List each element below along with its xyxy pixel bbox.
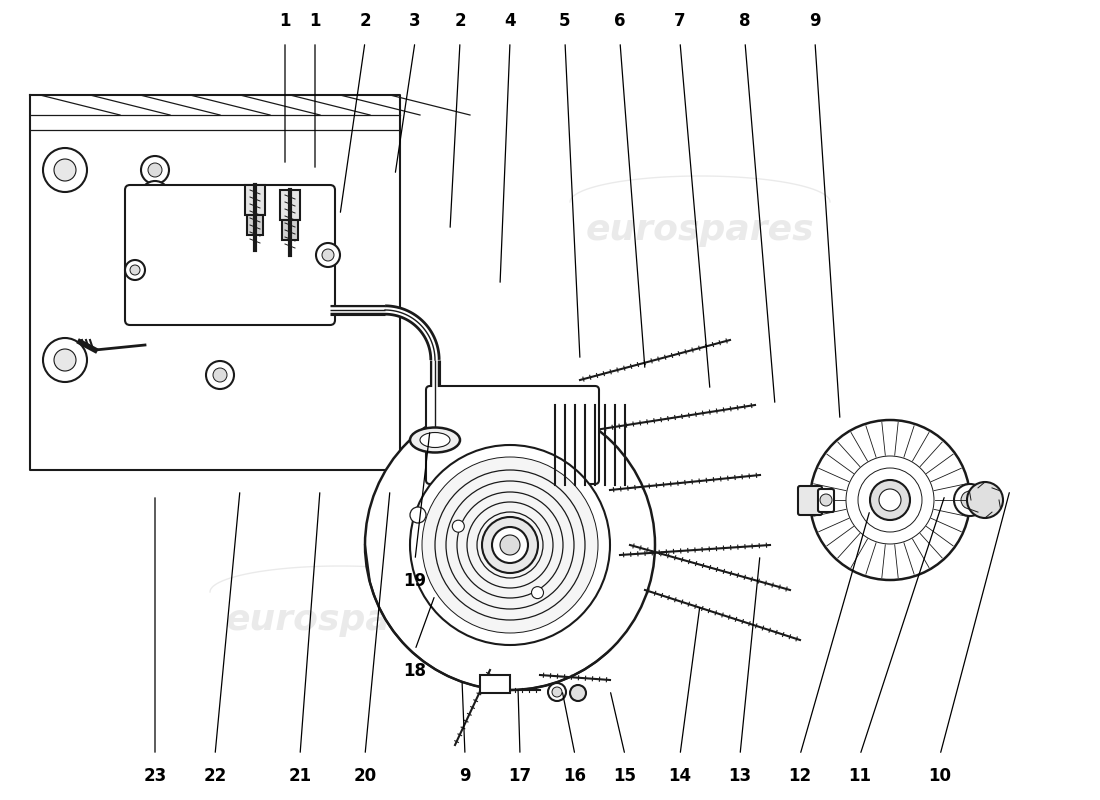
Text: 1: 1 [309,12,321,30]
FancyBboxPatch shape [125,185,336,325]
Circle shape [820,494,832,506]
FancyBboxPatch shape [280,190,300,220]
Circle shape [492,527,528,563]
Text: 8: 8 [739,12,750,30]
Circle shape [213,368,227,382]
Text: 5: 5 [559,12,571,30]
Circle shape [967,482,1003,518]
Text: 9: 9 [810,12,821,30]
Text: eurospares: eurospares [585,213,814,247]
Text: 9: 9 [459,767,471,785]
Text: 21: 21 [288,767,311,785]
Text: 2: 2 [454,12,465,30]
Circle shape [570,685,586,701]
Text: 1: 1 [279,12,290,30]
Text: 13: 13 [728,767,751,785]
Text: 12: 12 [789,767,812,785]
Circle shape [870,480,910,520]
Circle shape [552,687,562,697]
Circle shape [422,457,598,633]
Circle shape [410,445,610,645]
FancyBboxPatch shape [426,386,600,484]
Text: 16: 16 [563,767,586,785]
Text: 14: 14 [669,767,692,785]
Text: 4: 4 [504,12,516,30]
Circle shape [452,520,464,532]
Circle shape [43,338,87,382]
Circle shape [482,517,538,573]
Circle shape [410,507,426,523]
Text: 18: 18 [404,662,427,680]
Text: 15: 15 [614,767,637,785]
Text: 23: 23 [143,767,166,785]
Circle shape [125,260,145,280]
Text: 22: 22 [204,767,227,785]
FancyBboxPatch shape [248,215,263,235]
FancyBboxPatch shape [818,489,834,512]
Text: 7: 7 [674,12,685,30]
Text: 19: 19 [404,572,427,590]
Circle shape [316,243,340,267]
Text: 2: 2 [360,12,371,30]
Circle shape [500,535,520,555]
Text: 10: 10 [928,767,952,785]
FancyBboxPatch shape [798,486,822,515]
Circle shape [43,148,87,192]
Text: 20: 20 [353,767,376,785]
Text: 6: 6 [614,12,626,30]
Circle shape [531,586,543,598]
FancyBboxPatch shape [480,675,510,693]
Circle shape [879,489,901,511]
Circle shape [148,163,162,177]
Circle shape [810,420,970,580]
FancyBboxPatch shape [245,185,265,215]
Circle shape [54,159,76,181]
FancyBboxPatch shape [282,220,298,240]
Text: eurospares: eurospares [226,603,454,637]
Circle shape [548,683,566,701]
Text: 3: 3 [409,12,421,30]
Text: 17: 17 [508,767,531,785]
Circle shape [206,361,234,389]
Circle shape [54,349,76,371]
Circle shape [148,188,162,202]
Ellipse shape [420,433,450,447]
Circle shape [365,400,654,690]
Circle shape [954,484,986,516]
Circle shape [322,249,334,261]
Ellipse shape [410,427,460,453]
Circle shape [141,181,169,209]
Text: 11: 11 [848,767,871,785]
Circle shape [130,265,140,275]
Circle shape [141,156,169,184]
Circle shape [961,491,979,509]
